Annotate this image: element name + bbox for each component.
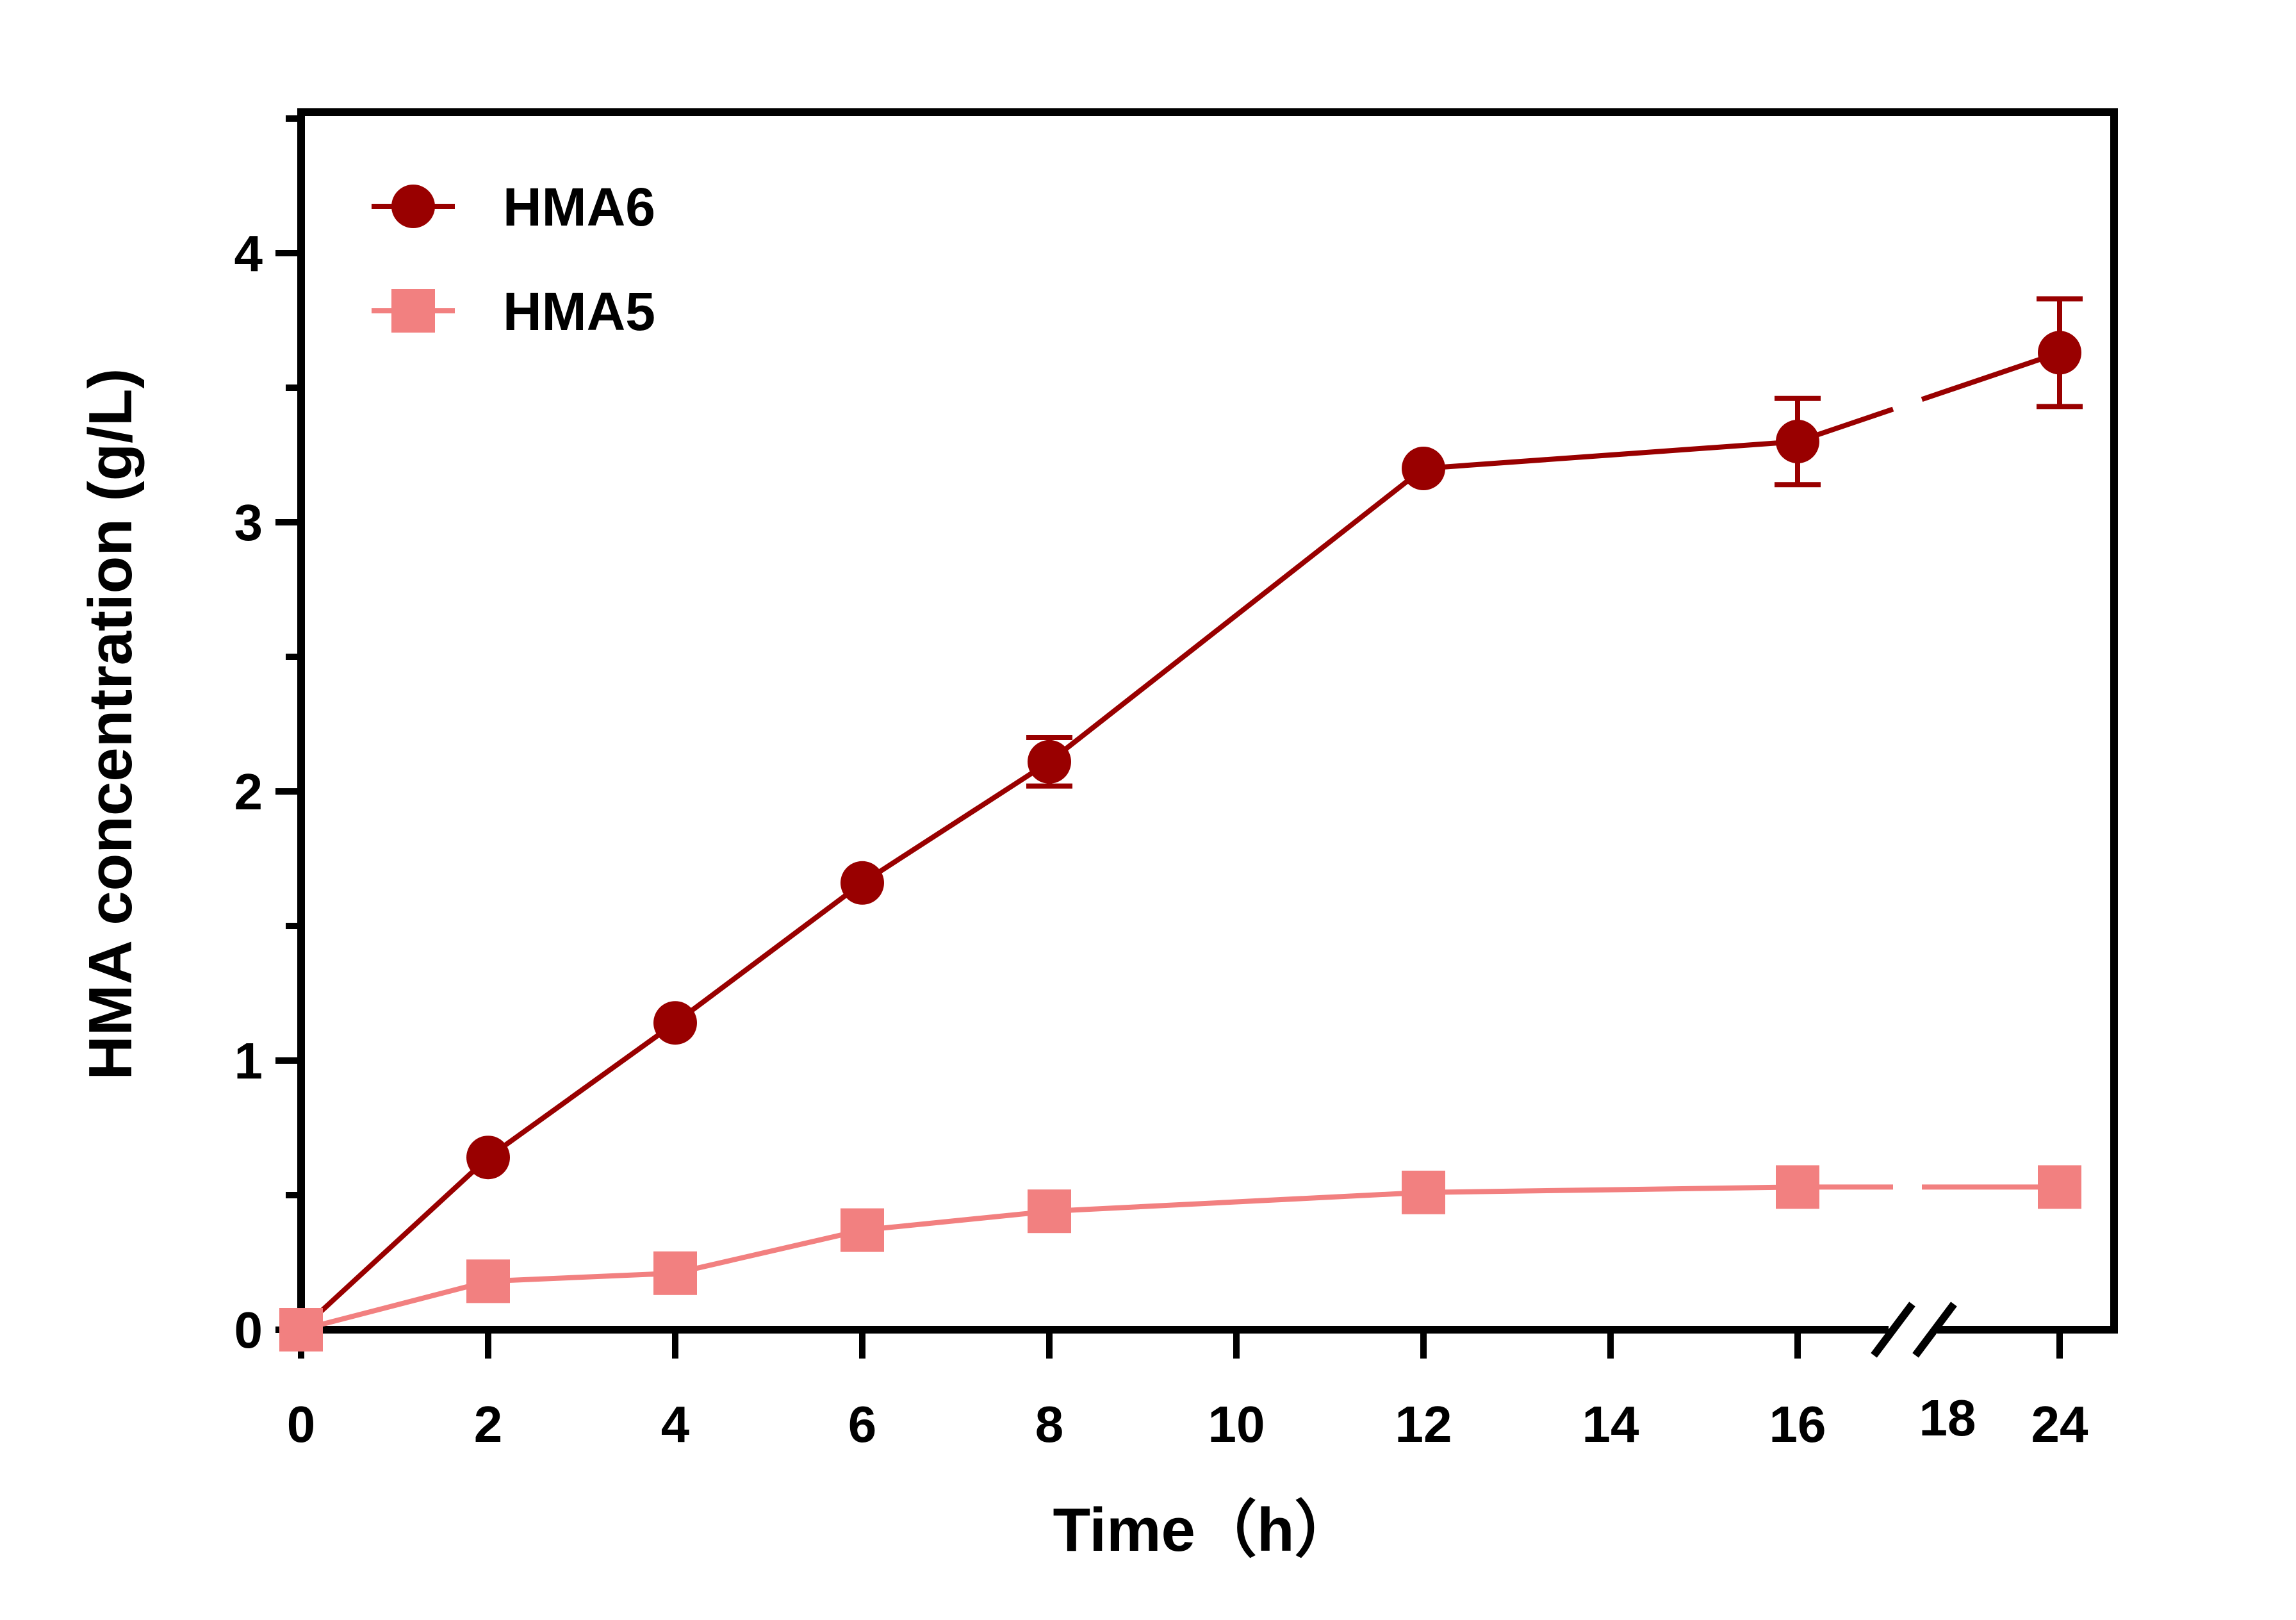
x-tick-label: 18 (1919, 1389, 1976, 1446)
data-point (653, 1001, 697, 1045)
data-point (1402, 1170, 1445, 1214)
x-tick-label: 2 (474, 1396, 503, 1453)
legend-marker (391, 289, 435, 333)
series-line-segment (1921, 350, 2061, 402)
legend-item-HMA5: HMA5 (372, 281, 655, 342)
series-layer (279, 296, 2083, 1351)
data-point (840, 1208, 884, 1252)
series-line-segment (1423, 1184, 1798, 1195)
data-point (1028, 740, 1071, 784)
series-line-segment (673, 880, 864, 1025)
series-line-segment (486, 1020, 677, 1160)
series-line-segment (1049, 1189, 1424, 1214)
y-tick-label: 1 (234, 1032, 263, 1089)
legend-item-HMA6: HMA6 (372, 177, 655, 237)
series-line-segment (1423, 439, 1798, 471)
series-line-segment (862, 1209, 1050, 1233)
x-axis-break-mark (1871, 1302, 1915, 1358)
x-tick-label: 16 (1769, 1396, 1826, 1453)
data-point (840, 861, 884, 905)
data-point (466, 1259, 510, 1303)
data-point (279, 1308, 323, 1351)
series-line-segment (860, 759, 1051, 886)
x-tick-label: 8 (1035, 1396, 1064, 1453)
plot-frame (297, 108, 2118, 1334)
data-point (2038, 1165, 2081, 1209)
x-tick-label: 10 (1208, 1396, 1265, 1453)
legend-label: HMA5 (503, 281, 655, 342)
legend: HMA6 HMA5 (372, 177, 655, 342)
series-HMA5 (279, 1165, 2081, 1351)
data-point (653, 1251, 697, 1295)
y-axis-title: HMA concentration (g/L) (76, 368, 145, 1080)
data-point (1776, 1165, 1819, 1209)
data-point (1776, 420, 1819, 463)
x-tick-label: 14 (1582, 1396, 1639, 1453)
x-tick-label: 12 (1395, 1396, 1452, 1453)
x-axis-title: Time（h） (1053, 1496, 1356, 1564)
x-tick-label: 0 (287, 1396, 316, 1453)
x-tick-label: 6 (848, 1396, 877, 1453)
series-line-segment (488, 1270, 676, 1284)
data-point (2038, 331, 2081, 375)
data-point (1028, 1189, 1071, 1234)
x-tick-label: 24 (2031, 1396, 2088, 1453)
x-axis-break-mark (1912, 1302, 1957, 1358)
series-line-segment (675, 1227, 863, 1276)
y-tick-label: 0 (234, 1302, 263, 1359)
y-tick-label: 4 (234, 225, 263, 282)
legend-label: HMA6 (503, 177, 655, 237)
data-point (1402, 447, 1445, 490)
series-line-segment (1047, 466, 1425, 764)
y-tick-label: 3 (234, 494, 263, 551)
series-line-segment (300, 1278, 489, 1332)
data-point (466, 1136, 510, 1180)
legend-marker (391, 185, 435, 228)
x-tick-label: 4 (661, 1396, 690, 1453)
series-line-segment (299, 1155, 490, 1332)
y-tick-label: 2 (234, 763, 263, 820)
